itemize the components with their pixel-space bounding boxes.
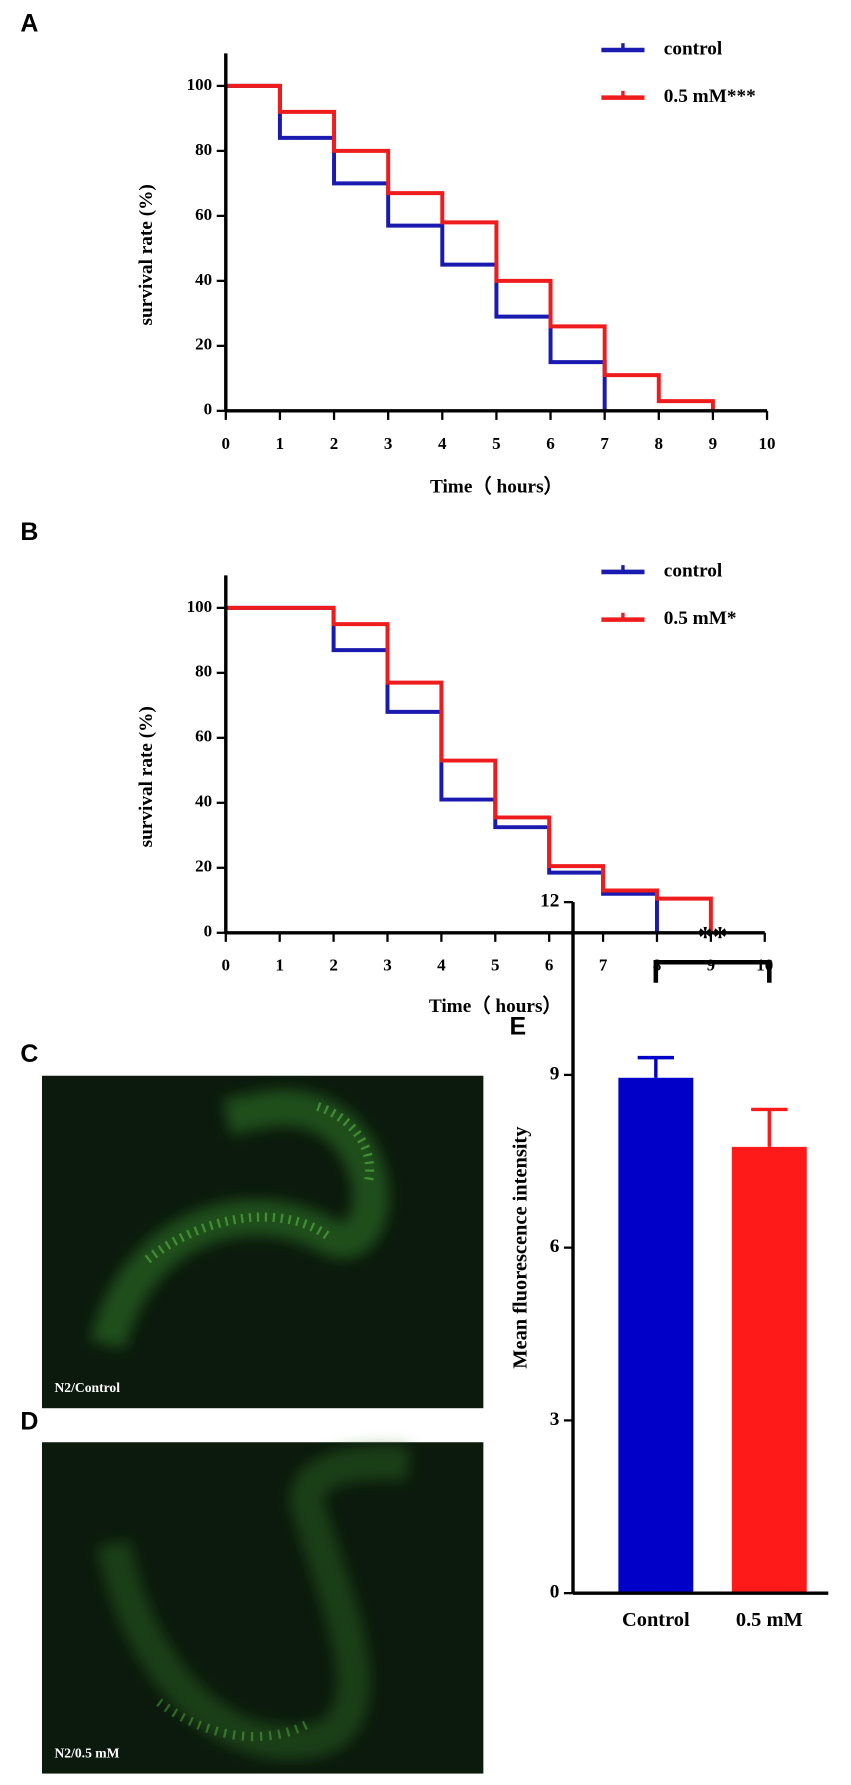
image-panel-d: D N2/0.5 mM xyxy=(20,1408,484,1774)
x-tick-label: 1 xyxy=(276,434,285,453)
bar xyxy=(731,1146,807,1594)
y-axis-label: survival rate (%) xyxy=(136,706,157,847)
survival-line xyxy=(225,605,659,933)
x-tick-label: 2 xyxy=(330,434,339,453)
survival-line xyxy=(225,83,607,411)
x-tick-label: 3 xyxy=(384,434,393,453)
y-tick-label: 0 xyxy=(550,1582,560,1603)
y-tick-label: 40 xyxy=(195,270,212,289)
x-tick-label: 0.5 mM xyxy=(736,1609,803,1631)
x-tick-label: 0 xyxy=(222,956,231,975)
legend-label: 0.5 mM*** xyxy=(664,86,756,107)
y-tick-label: 3 xyxy=(550,1409,560,1430)
worm xyxy=(90,1089,389,1350)
x-tick-label: 4 xyxy=(437,956,446,975)
x-tick-label: 7 xyxy=(600,434,609,453)
x-tick-label: 0 xyxy=(222,434,231,453)
y-tick-label: 80 xyxy=(195,140,212,159)
x-axis-label: Time（ hours） xyxy=(430,474,563,497)
image-caption: N2/Control xyxy=(54,1380,120,1395)
x-tick-label: 1 xyxy=(275,956,284,975)
y-tick-label: 60 xyxy=(195,205,212,224)
y-tick-label: 12 xyxy=(540,891,559,912)
y-tick-label: 60 xyxy=(195,727,212,746)
y-tick-label: 0 xyxy=(204,922,213,941)
x-tick-label: 5 xyxy=(491,956,500,975)
y-tick-label: 40 xyxy=(195,792,212,811)
y-axis-label: Mean fluorescence intensity xyxy=(510,1127,532,1369)
worm-detail xyxy=(144,1102,375,1264)
x-tick-label: 8 xyxy=(655,434,664,453)
micrograph xyxy=(41,1075,484,1409)
y-tick-label: 20 xyxy=(195,857,212,876)
x-tick-label: 10 xyxy=(759,434,776,453)
y-tick-label: 100 xyxy=(187,75,213,94)
y-tick-label: 20 xyxy=(195,335,212,354)
x-tick-label: 6 xyxy=(546,434,555,453)
y-tick-label: 6 xyxy=(550,1236,560,1257)
panel-label: C xyxy=(20,1040,38,1068)
x-tick-label: 9 xyxy=(709,434,718,453)
bar xyxy=(618,1077,694,1594)
x-axis-label: Time（ hours） xyxy=(429,994,562,1017)
panel-label: A xyxy=(20,10,38,38)
x-tick-label: 6 xyxy=(545,956,554,975)
worm xyxy=(96,1445,410,1760)
x-tick-label: Control xyxy=(622,1609,690,1631)
x-tick-label: 9 xyxy=(707,956,716,975)
x-tick-label: 4 xyxy=(438,434,447,453)
y-tick-label: 9 xyxy=(550,1063,560,1084)
significance-bracket xyxy=(653,960,772,983)
image-caption: N2/0.5 mM xyxy=(54,1745,119,1760)
x-tick-label: 5 xyxy=(492,434,501,453)
y-tick-label: 80 xyxy=(195,662,212,681)
x-tick-label: 7 xyxy=(599,956,608,975)
y-tick-label: 100 xyxy=(187,597,213,616)
y-axis-label: survival rate (%) xyxy=(136,184,157,325)
survival-line xyxy=(225,605,713,933)
x-tick-label: 3 xyxy=(383,956,392,975)
significance-label: ** xyxy=(698,921,728,953)
legend-label: control xyxy=(664,560,723,581)
survival-line xyxy=(225,83,715,411)
legend-label: 0.5 mM* xyxy=(664,608,737,629)
x-tick-label: 2 xyxy=(329,956,338,975)
panel-label: B xyxy=(20,518,38,546)
panel-label: E xyxy=(509,1013,526,1041)
panel-label: D xyxy=(20,1408,38,1436)
legend-label: control xyxy=(664,38,723,59)
worm-detail xyxy=(156,1698,309,1742)
y-tick-label: 0 xyxy=(204,400,213,419)
image-panel-c: C N2/Control xyxy=(20,1040,484,1409)
